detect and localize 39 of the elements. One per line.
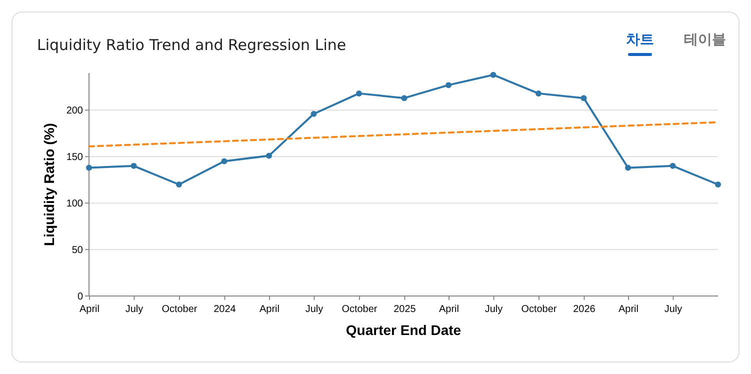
x-tick-label: July bbox=[305, 304, 324, 315]
point bbox=[490, 72, 496, 78]
point bbox=[266, 152, 272, 159]
point bbox=[130, 162, 137, 169]
x-tick-label: October bbox=[342, 304, 378, 315]
x-tick-label: 2025 bbox=[394, 304, 416, 315]
x-tick-label: 2024 bbox=[214, 304, 236, 315]
point bbox=[356, 90, 362, 96]
point bbox=[86, 164, 92, 171]
y-tick-label: 100 bbox=[66, 198, 84, 210]
x-tick-label: October bbox=[521, 304, 558, 315]
x-tick-label: April bbox=[618, 304, 638, 315]
text: 차트 bbox=[626, 32, 654, 48]
y-tick-label: 0 bbox=[77, 292, 84, 302]
y-axis-title: Liquidity Ratio (%) bbox=[41, 123, 57, 246]
point bbox=[625, 164, 631, 171]
y-tick-label: 200 bbox=[66, 106, 84, 117]
point bbox=[401, 95, 408, 102]
x-tick-label: 2026 bbox=[573, 304, 596, 315]
point bbox=[535, 90, 542, 96]
x-tick-label: April bbox=[438, 304, 459, 315]
x-tick-label: April bbox=[79, 304, 100, 315]
x-tick-label: April bbox=[259, 304, 280, 315]
x-tick-label: July bbox=[664, 304, 682, 315]
point bbox=[221, 158, 228, 164]
text: 테이블 bbox=[684, 32, 726, 48]
point bbox=[176, 182, 182, 188]
x-tick-label: July bbox=[125, 304, 144, 315]
x-axis-title: Quarter End Date bbox=[346, 322, 462, 338]
point bbox=[715, 182, 721, 188]
y-tick-label: 50 bbox=[72, 245, 84, 256]
point bbox=[310, 110, 317, 117]
chart-title: Liquidity Ratio Trend and Regression Line bbox=[37, 36, 346, 54]
point bbox=[446, 82, 452, 88]
y-tick-label: 150 bbox=[66, 152, 84, 164]
point bbox=[580, 95, 587, 102]
x-tick-label: July bbox=[484, 304, 503, 315]
x-tick-label: October bbox=[162, 304, 198, 315]
point bbox=[670, 162, 676, 169]
